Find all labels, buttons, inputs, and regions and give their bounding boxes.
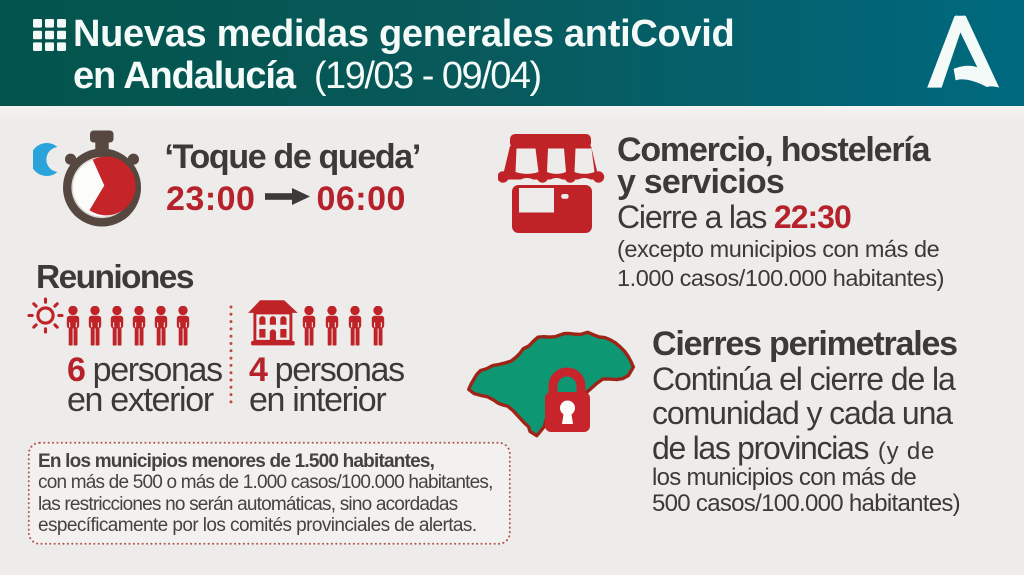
grid-icon [33, 19, 66, 51]
person-icon [66, 306, 80, 346]
perimeter-line4: los municipios con más de [652, 463, 917, 491]
person-icon [371, 306, 385, 346]
curfew-times: 23:00 06:00 [166, 180, 406, 219]
footnote-box-border [27, 441, 511, 545]
commerce-note-line2: 1.000 casos/100.000 habitantes) [617, 264, 945, 291]
person-icon [302, 306, 316, 346]
page-title-dates: (19/03 - 09/04) [313, 55, 542, 98]
commerce-title-line1: Comercio, hostelería [617, 130, 931, 169]
person-icon [88, 306, 102, 346]
moon-icon [33, 143, 58, 176]
perimeter-line3-small: (y de [877, 437, 936, 465]
meetings-title: Reuniones [36, 258, 194, 296]
indoor-line2: en interior [249, 380, 387, 419]
indoor-meeting-text: 4 personas en interior [249, 353, 405, 419]
house-icon [248, 300, 298, 346]
commerce-note: (excepto municipios con más de 1.000 cas… [617, 235, 945, 293]
store-icon [498, 134, 605, 233]
curfew-label: ‘Toque de queda’ [164, 137, 422, 176]
person-icon [325, 306, 339, 346]
header-shadow [0, 106, 1024, 122]
page-title-line1: Nuevas medidas generales antiCovid [73, 13, 735, 56]
outdoor-count: 6 [67, 351, 86, 390]
outdoor-line2: en exterior [67, 380, 214, 419]
footnote-line1: En los municipios menores de 1.500 habit… [38, 451, 435, 472]
footnote-line3: las restricciones no serán automáticas, … [38, 493, 458, 515]
commerce-closing-time: 22:30 [773, 198, 852, 235]
commerce-closing: Cierre a las 22:30 [617, 198, 852, 236]
curfew-to: 06:00 [316, 180, 406, 218]
perimeter-line1: Continúa el cierre de la [652, 361, 956, 398]
outdoor-meeting-text: 6 personas en exterior [67, 353, 223, 419]
commerce-closing-prefix: Cierre a las [617, 198, 774, 235]
indoor-label: personas [266, 351, 405, 390]
perimeter-small-text: los municipios con más de 500 casos/100.… [652, 463, 961, 518]
person-icon [110, 306, 124, 346]
outdoor-label: personas [84, 351, 223, 390]
outdoor-line1: 6 personas [67, 353, 223, 387]
footnote-line4: específicamente por los comités provinci… [38, 515, 477, 537]
curfew-from: 23:00 [166, 180, 256, 218]
padlock-icon [545, 367, 590, 432]
junta-de-andalucia-logo-icon [927, 15, 1000, 88]
header-band [0, 0, 1024, 106]
person-icon [154, 306, 168, 346]
page-title-line2: en Andalucía (19/03 - 09/04) [73, 55, 734, 97]
commerce-title-line2: y servicios [617, 162, 785, 201]
page-title: Nuevas medidas generales antiCovid en An… [73, 13, 735, 97]
commerce-note-line1: (excepto municipios con más de [617, 235, 940, 262]
footnote-text: En los municipios menores de 1.500 habit… [38, 451, 493, 537]
person-icon [348, 306, 362, 346]
perimeter-body: Continúa el cierre de la comunidad y cad… [652, 361, 956, 469]
person-icon [176, 306, 190, 346]
page-title-line2-bold: en Andalucía [73, 55, 296, 98]
sun-icon [27, 297, 64, 334]
perimeter-line3-big: de las provincias [652, 429, 876, 466]
perimeter-line2: comunidad y cada una [652, 395, 953, 432]
indoor-count: 4 [249, 351, 268, 390]
perimeter-line3: de las provincias (y de [652, 429, 955, 469]
meetings-divider-dots [229, 305, 233, 411]
perimeter-line5: 500 casos/100.000 habitantes) [652, 490, 961, 518]
indoor-line1: 4 personas [249, 353, 405, 387]
perimeter-title: Cierres perimetrales [652, 324, 958, 363]
person-icon [132, 306, 146, 346]
arrow-right-icon [265, 188, 311, 205]
commerce-title: Comercio, hostelería y servicios [617, 130, 931, 201]
footnote-line2: con más de 500 o más de 1.000 casos/100.… [38, 472, 493, 494]
stopwatch-icon [63, 130, 141, 227]
